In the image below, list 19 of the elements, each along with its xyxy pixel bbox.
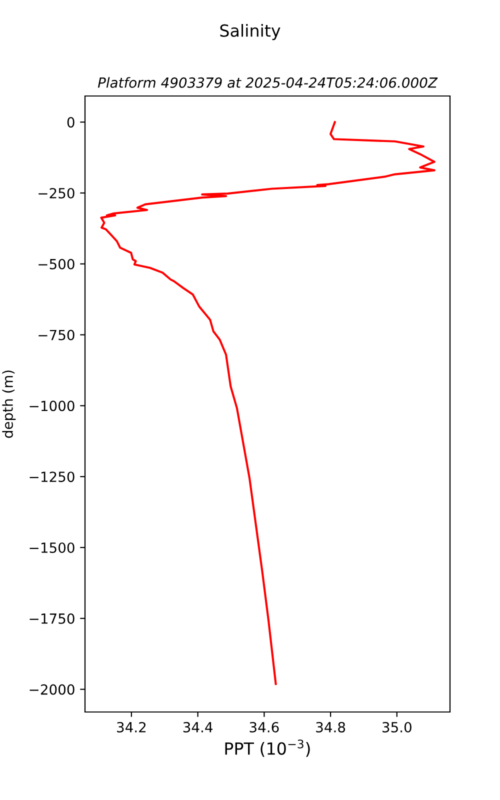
x-tick-label: 34.2 — [117, 722, 146, 732]
y-tick-label: −250 — [38, 188, 74, 198]
y-tick-label: −1500 — [30, 542, 74, 553]
x-tick-label: 34.4 — [183, 722, 212, 732]
y-tick-label: −1250 — [30, 472, 74, 482]
chart-title: Salinity — [220, 24, 280, 40]
line-series — [100, 121, 436, 685]
y-tick-label: −2000 — [30, 684, 74, 695]
y-tick-label: −500 — [38, 258, 74, 270]
x-tick-label: 34.6 — [250, 722, 279, 732]
chart-subtitle: Platform 4903379 at 2025-04-24T05:24:06.000Z — [98, 77, 438, 88]
y-tick-label: −750 — [38, 330, 74, 340]
x-tick-label: 35.0 — [382, 722, 412, 732]
y-tick-label: −1000 — [30, 400, 74, 412]
y-tick-label: −1750 — [30, 613, 74, 624]
y-tick-label: 0 — [67, 117, 74, 128]
x-tick-label: 34.8 — [316, 722, 346, 732]
x-axis-title: PPT (10$^{−3}$) — [225, 740, 310, 757]
y-axis-title: depth (m) — [2, 370, 16, 438]
